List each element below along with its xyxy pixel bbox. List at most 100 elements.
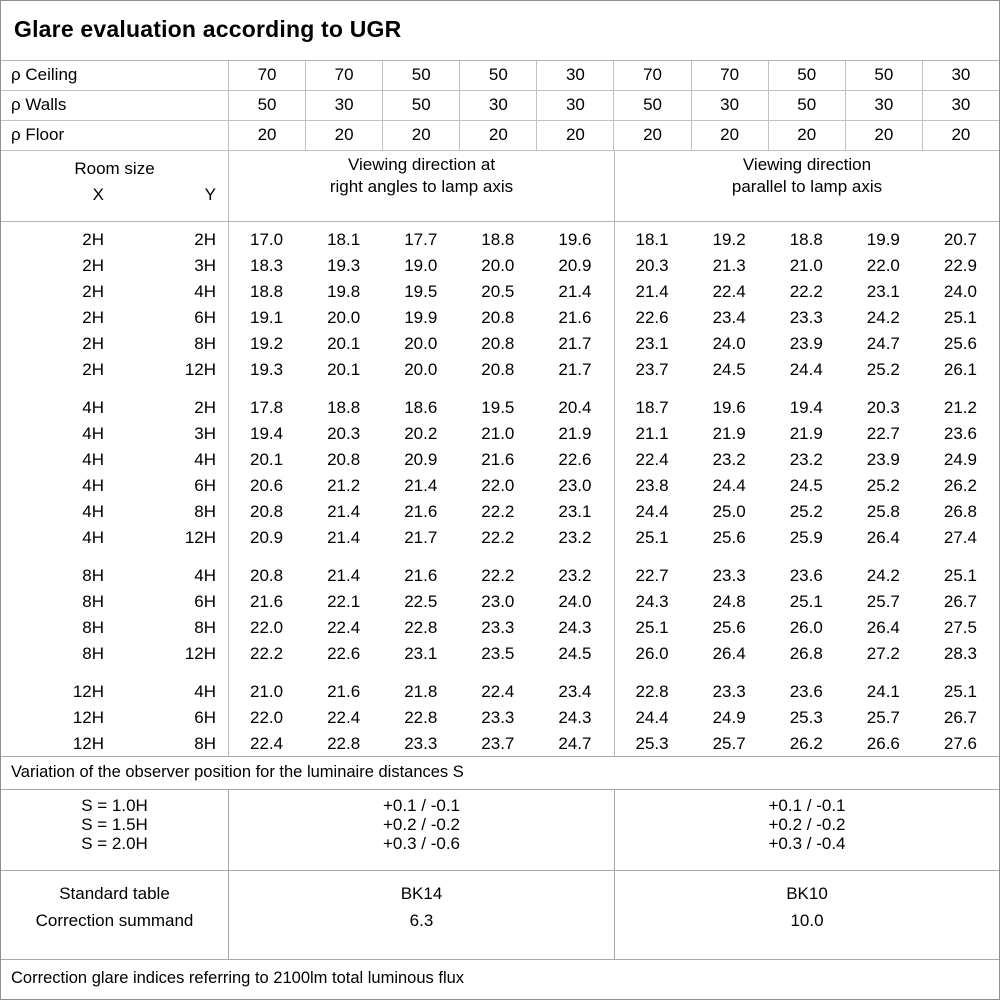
ugr-value: 21.4 xyxy=(635,282,669,301)
correction-summand-value: 10.0 xyxy=(790,911,824,930)
reflectance-value: 50 xyxy=(767,61,845,90)
ugr-value: 19.9 xyxy=(866,230,900,249)
ugr-value: 28.3 xyxy=(943,644,977,663)
ugr-value: 25.7 xyxy=(712,734,746,753)
ugr-value: 24.0 xyxy=(943,282,977,301)
ugr-value: 26.8 xyxy=(789,644,823,663)
reflectance-row-label: ρ Ceiling xyxy=(11,65,78,84)
footer-note-row: Correction glare indices referring to 21… xyxy=(1,960,999,999)
ugr-value: 20.3 xyxy=(327,424,361,443)
reflectance-value: 70 xyxy=(613,61,690,90)
group1-header-line2: right angles to lamp axis xyxy=(329,177,514,196)
room-size-y: 12H xyxy=(184,528,216,547)
table-header: Room size X Y Viewing direction at right… xyxy=(1,151,999,222)
room-size-x: 2H xyxy=(82,308,104,327)
reflectance-row: ρ Floor 20 20 20 20 20 20 20 20 20 20 xyxy=(1,121,999,151)
ugr-value: 23.3 xyxy=(481,618,515,637)
ugr-value: 24.9 xyxy=(943,450,977,469)
ugr-value: 22.2 xyxy=(789,282,823,301)
reflectance-value: 30 xyxy=(459,91,536,120)
ugr-value: 18.1 xyxy=(327,230,361,249)
ugr-block: 2H 2H 17.0 18.1 17.7 18.8 19.6 18.1 19.2 18.8 19.9… xyxy=(1,227,999,383)
ugr-value: 19.4 xyxy=(250,424,284,443)
ugr-value: 24.5 xyxy=(789,476,823,495)
table-row: 4H 4H 20.1 20.8 20.9 21.6 22.6 22.4 23.2 23.2 23.9… xyxy=(1,447,999,473)
ugr-value: 21.1 xyxy=(635,424,669,443)
room-size-x: 2H xyxy=(82,230,104,249)
ugr-value: 22.4 xyxy=(635,450,669,469)
ugr-value: 22.1 xyxy=(327,592,361,611)
ugr-value: 21.4 xyxy=(327,566,361,585)
ugr-value: 24.5 xyxy=(712,360,746,379)
ugr-value: 18.3 xyxy=(250,256,284,275)
ugr-value: 20.8 xyxy=(481,308,515,327)
room-size-x: 4H xyxy=(82,424,104,443)
room-size-y: 4H xyxy=(194,450,216,469)
ugr-value: 22.4 xyxy=(712,282,746,301)
room-size-y: 6H xyxy=(194,476,216,495)
table-row: 8H 4H 20.8 21.4 21.6 22.2 23.2 22.7 23.3 23.6 24.2… xyxy=(1,563,999,589)
ugr-value: 22.0 xyxy=(481,476,515,495)
ugr-value: 19.4 xyxy=(789,398,823,417)
table-row: 8H 12H 22.2 22.6 23.1 23.5 24.5 26.0 26.4 26.8 27.… xyxy=(1,641,999,667)
ugr-value: 25.1 xyxy=(789,592,823,611)
ugr-value: 17.8 xyxy=(250,398,284,417)
group1-header-line1: Viewing direction at xyxy=(347,155,496,174)
ugr-value: 20.1 xyxy=(327,334,361,353)
ugr-value: 18.8 xyxy=(327,398,361,417)
ugr-value: 24.5 xyxy=(558,644,592,663)
room-size-x: 2H xyxy=(82,360,104,379)
ugr-value: 25.1 xyxy=(635,528,669,547)
reflectance-value: 20 xyxy=(921,121,999,150)
reflectance-value: 20 xyxy=(228,121,305,150)
reflectance-value: 30 xyxy=(536,91,613,120)
ugr-value: 23.3 xyxy=(712,566,746,585)
reflectance-rows: ρ Ceiling 70 70 50 50 30 70 70 50 50 30 ρ Walls 50 30… xyxy=(1,61,999,151)
ugr-value: 24.3 xyxy=(635,592,669,611)
ugr-value: 22.8 xyxy=(404,708,438,727)
reflectance-value: 30 xyxy=(844,91,922,120)
table-row: 4H 3H 19.4 20.3 20.2 21.0 21.9 21.1 21.9 21.9 22.7… xyxy=(1,421,999,447)
ugr-value: 24.9 xyxy=(712,708,746,727)
reflectance-value: 50 xyxy=(228,91,305,120)
table-row: 2H 12H 19.3 20.1 20.0 20.8 21.7 23.7 24.5 24.4 25.… xyxy=(1,357,999,383)
ugr-value: 24.2 xyxy=(866,308,900,327)
standard-group2: BK10 10.0 xyxy=(614,871,999,959)
ugr-value: 25.7 xyxy=(866,708,900,727)
ugr-value: 23.1 xyxy=(866,282,900,301)
s-value: +0.2 / -0.2 xyxy=(382,815,461,834)
y-axis-label: Y xyxy=(204,185,216,204)
s-value: +0.3 / -0.6 xyxy=(382,834,461,853)
reflectance-value: 30 xyxy=(536,61,613,90)
reflectance-value: 20 xyxy=(767,121,845,150)
ugr-value: 24.4 xyxy=(635,502,669,521)
column-divider-left xyxy=(228,222,229,756)
ugr-value: 24.7 xyxy=(866,334,900,353)
ugr-value: 20.3 xyxy=(635,256,669,275)
room-size-y: 6H xyxy=(194,708,216,727)
reflectance-value: 70 xyxy=(305,61,382,90)
room-size-x: 4H xyxy=(82,476,104,495)
title-row: Glare evaluation according to UGR xyxy=(1,1,999,61)
ugr-value: 23.6 xyxy=(789,566,823,585)
table-row: 4H 6H 20.6 21.2 21.4 22.0 23.0 23.8 24.4 24.5 25.2… xyxy=(1,473,999,499)
ugr-value: 18.6 xyxy=(404,398,438,417)
table-row: 4H 12H 20.9 21.4 21.7 22.2 23.2 25.1 25.6 25.9 26.… xyxy=(1,525,999,551)
ugr-value: 24.1 xyxy=(866,682,900,701)
s-value: +0.1 / -0.1 xyxy=(768,796,846,815)
ugr-value: 20.9 xyxy=(404,450,438,469)
ugr-value: 20.4 xyxy=(558,398,592,417)
ugr-value: 27.6 xyxy=(943,734,977,753)
ugr-value: 26.1 xyxy=(943,360,977,379)
reflectance-value: 50 xyxy=(459,61,536,90)
reflectance-value: 50 xyxy=(844,61,922,90)
ugr-value: 25.6 xyxy=(943,334,977,353)
ugr-value: 25.1 xyxy=(635,618,669,637)
ugr-value: 25.6 xyxy=(712,618,746,637)
ugr-value: 22.2 xyxy=(250,644,284,663)
ugr-value: 18.8 xyxy=(481,230,515,249)
room-size-label: Room size xyxy=(74,159,155,178)
ugr-value: 23.4 xyxy=(712,308,746,327)
ugr-value: 26.4 xyxy=(866,528,900,547)
ugr-value: 25.8 xyxy=(866,502,900,521)
